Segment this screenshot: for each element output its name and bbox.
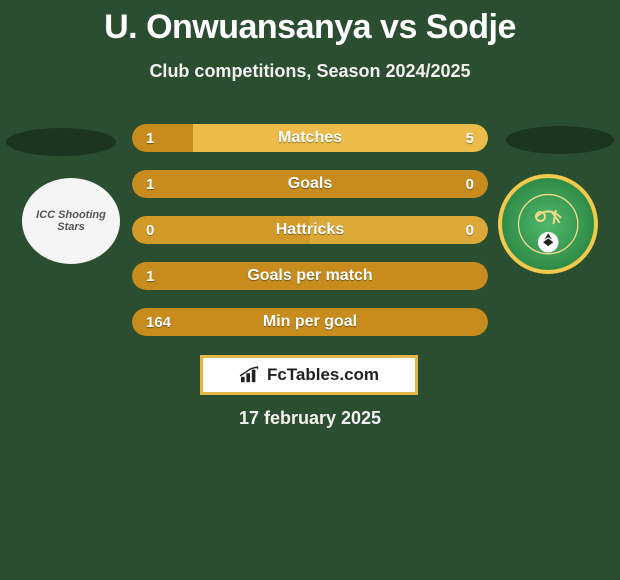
subtitle: Club competitions, Season 2024/2025 [0, 61, 620, 82]
stat-row: 10Goals [132, 170, 488, 198]
stat-row: 164Min per goal [132, 308, 488, 336]
brand-label: FcTables.com [267, 365, 379, 385]
stat-row: 1Goals per match [132, 262, 488, 290]
stat-label: Goals [132, 175, 488, 193]
chart-icon [239, 366, 261, 384]
stat-label: Goals per match [132, 267, 488, 285]
stat-label: Matches [132, 129, 488, 147]
comparison-bars: 15Matches 10Goals 00Hattricks 1Goals per ma… [132, 124, 488, 354]
stat-label: Min per goal [132, 313, 488, 331]
club-left-label: ICC Shooting Stars [22, 209, 120, 233]
club-badge-right [498, 174, 598, 274]
stat-row: 00Hattricks [132, 216, 488, 244]
stat-row: 15Matches [132, 124, 488, 152]
club-right-crest-icon [516, 192, 580, 256]
stat-label: Hattricks [132, 221, 488, 239]
page-title: U. Onwuansanya vs Sodje [0, 0, 620, 47]
shadow-left [6, 128, 116, 156]
date-label: 17 february 2025 [0, 408, 620, 429]
shadow-right [506, 126, 614, 154]
brand-box: FcTables.com [200, 355, 418, 395]
club-badge-left: ICC Shooting Stars [22, 178, 120, 264]
